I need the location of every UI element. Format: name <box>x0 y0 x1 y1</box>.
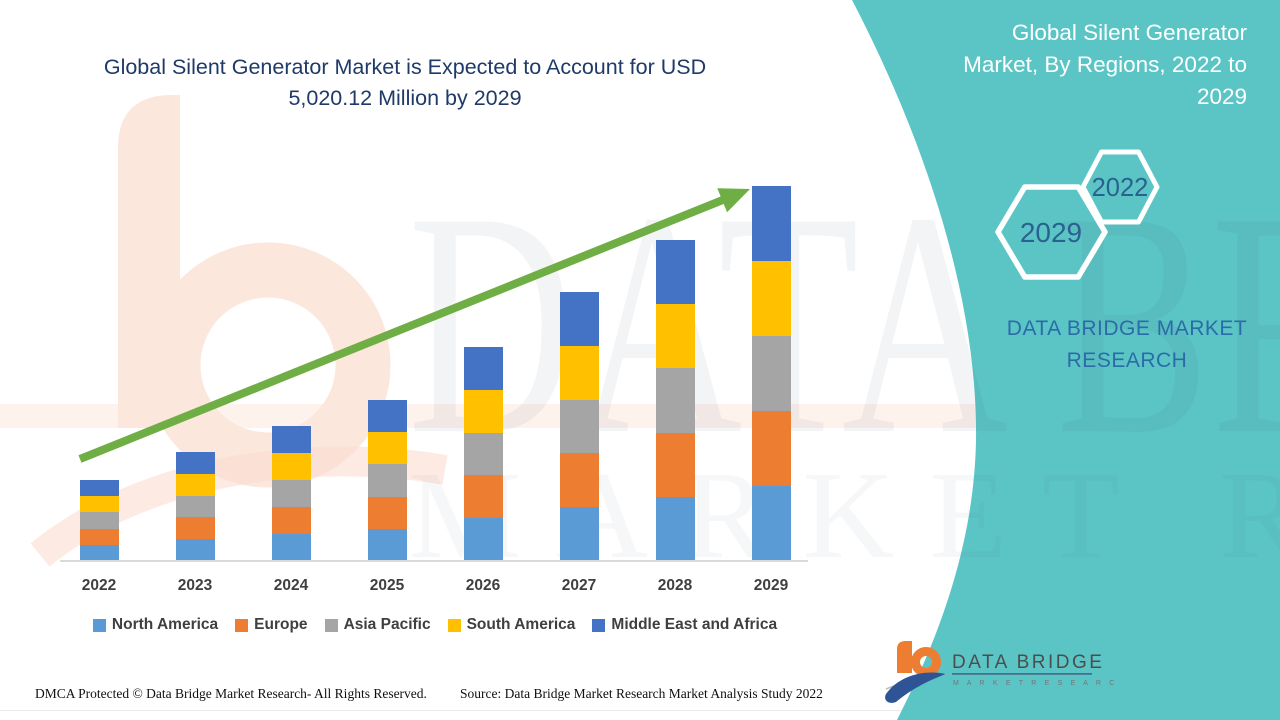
bar-segment-middle-east-and-africa <box>655 240 695 305</box>
bar-segment-south-america <box>79 496 119 513</box>
bar-segment-asia-pacific <box>79 512 119 529</box>
legend-item-south-america: South America <box>447 616 576 634</box>
brand-caption: DATA BRIDGE MARKET RESEARCH <box>1006 317 1248 372</box>
bar-segment-middle-east-and-africa <box>559 292 599 346</box>
bar-2023 <box>175 452 215 561</box>
legend-label: Asia Pacific <box>343 616 431 633</box>
bottom-rule <box>0 710 1280 711</box>
legend-label: South America <box>466 616 576 633</box>
legend-swatch <box>324 619 338 632</box>
bar-segment-europe <box>559 453 599 508</box>
footer-source-text: Source: Data Bridge Market Research Mark… <box>460 686 823 701</box>
bar-segment-south-america <box>367 432 407 465</box>
hexagon-2022-label: 2022 <box>1092 174 1149 202</box>
bar-segment-europe <box>175 517 215 540</box>
x-axis-label-2022: 2022 <box>81 577 117 594</box>
bar-segment-south-america <box>463 389 503 433</box>
bar-segment-europe <box>655 432 695 497</box>
side-panel-title: Global Silent Generator Market, By Regio… <box>963 20 1247 109</box>
bar-segment-middle-east-and-africa <box>751 185 791 261</box>
bar-segment-middle-east-and-africa <box>79 480 119 497</box>
bar-segment-north-america <box>463 518 503 561</box>
bar-segment-north-america <box>367 528 407 561</box>
bar-segment-europe <box>463 475 503 519</box>
legend-swatch <box>235 619 249 632</box>
bar-segment-south-america <box>175 473 215 496</box>
bar-segment-asia-pacific <box>559 399 599 454</box>
bar-2028 <box>655 240 695 561</box>
logo-wordmark: DATA BRIDGE <box>952 652 1104 673</box>
legend-swatch <box>592 619 606 632</box>
bar-segment-middle-east-and-africa <box>271 426 311 453</box>
x-axis-label-2025: 2025 <box>369 577 405 594</box>
bar-2029 <box>751 185 791 561</box>
legend-label: North America <box>111 616 219 633</box>
bar-segment-asia-pacific <box>463 432 503 476</box>
watermark-b-stem <box>118 95 180 428</box>
bar-segment-asia-pacific <box>271 480 311 507</box>
logo-b-bowl <box>911 647 941 677</box>
bar-2026 <box>463 347 503 561</box>
pink-band <box>0 404 1280 428</box>
bar-segment-europe <box>751 410 791 486</box>
bar-2024 <box>271 426 311 561</box>
x-axis-line <box>60 560 808 562</box>
bar-segment-middle-east-and-africa <box>367 400 407 433</box>
hexagon-badges: 2029 2022 <box>995 149 1160 280</box>
hexagon-2029-label: 2029 <box>1020 217 1082 248</box>
bar-2025 <box>367 400 407 561</box>
bar-segment-north-america <box>655 496 695 561</box>
bar-segment-north-america <box>79 544 119 561</box>
logo-underline <box>952 673 1092 675</box>
legend-label: Europe <box>254 616 308 633</box>
legend: North America Europe Asia Pacific South Ame… <box>30 616 840 634</box>
x-axis-label-2023: 2023 <box>177 577 213 594</box>
bar-segment-south-america <box>271 453 311 480</box>
legend-swatch <box>447 619 461 632</box>
bar-segment-asia-pacific <box>655 368 695 433</box>
logo-gray-swoosh <box>885 673 947 690</box>
bar-segment-asia-pacific <box>175 495 215 518</box>
x-axis-label-2027: 2027 <box>561 577 597 594</box>
bar-segment-north-america <box>751 485 791 561</box>
bar-segment-north-america <box>271 534 311 561</box>
x-axis-label-2029: 2029 <box>753 577 789 594</box>
marketresearch-text-watermark: MARKET RESEARCH <box>408 445 1280 588</box>
bar-segment-north-america <box>175 539 215 561</box>
hexagon-2029-badge <box>995 184 1108 280</box>
bar-segment-north-america <box>559 507 599 561</box>
bar-2027 <box>559 292 599 561</box>
logo-b-stem <box>897 641 912 673</box>
trend-arrow-head <box>717 188 750 213</box>
bar-segment-middle-east-and-africa <box>463 347 503 390</box>
bar-2022 <box>79 480 119 561</box>
hexagon-2022-badge <box>1080 149 1160 225</box>
x-axis-label-2028: 2028 <box>657 577 693 594</box>
bar-segment-south-america <box>655 304 695 369</box>
legend-label: Middle East and Africa <box>611 616 778 633</box>
bar-segment-asia-pacific <box>751 335 791 411</box>
logo-subtitle: M A R K E T R E S E A R C H <box>953 680 1120 687</box>
bar-segment-europe <box>79 528 119 545</box>
watermark-b-bowl <box>145 242 391 488</box>
bar-segment-middle-east-and-africa <box>175 452 215 474</box>
legend-item-north-america: North America <box>92 616 219 634</box>
x-axis-label-2024: 2024 <box>273 577 309 594</box>
legend-swatch <box>92 619 106 632</box>
bar-segment-south-america <box>751 260 791 336</box>
legend-item-middle-east-and-africa: Middle East and Africa <box>592 616 777 634</box>
bar-segment-asia-pacific <box>367 464 407 497</box>
bar-segment-europe <box>367 496 407 529</box>
chart-title: Global Silent Generator Market is Expect… <box>103 55 707 110</box>
legend-item-europe: Europe <box>235 616 308 634</box>
logo-blue-swoosh <box>885 672 946 703</box>
databridge-logo: DATA BRIDGE M A R K E T R E S E A R C H <box>885 641 1120 703</box>
bar-segment-south-america <box>559 345 599 400</box>
footer-dmca-text: DMCA Protected © Data Bridge Market Rese… <box>35 686 427 701</box>
legend-item-asia-pacific: Asia Pacific <box>324 616 431 634</box>
x-axis-label-2026: 2026 <box>465 577 501 594</box>
bar-segment-europe <box>271 507 311 534</box>
